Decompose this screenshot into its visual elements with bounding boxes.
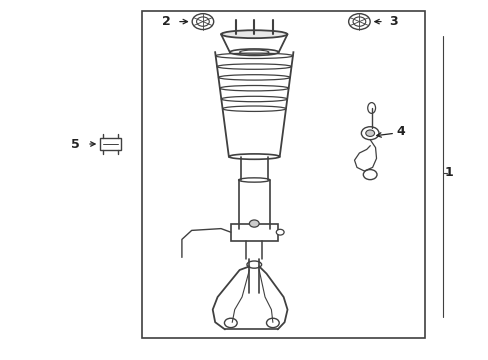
Circle shape — [196, 17, 209, 26]
Circle shape — [266, 318, 279, 328]
Text: 5: 5 — [71, 138, 80, 150]
Circle shape — [363, 170, 376, 180]
Ellipse shape — [238, 178, 269, 182]
Ellipse shape — [229, 49, 278, 55]
Text: 2: 2 — [162, 15, 170, 28]
Circle shape — [249, 220, 259, 227]
Text: 1: 1 — [444, 166, 453, 179]
Ellipse shape — [228, 154, 279, 159]
Text: 3: 3 — [388, 15, 397, 28]
Ellipse shape — [221, 30, 287, 38]
Circle shape — [224, 318, 237, 328]
Circle shape — [192, 14, 213, 30]
Bar — [142, 11, 425, 338]
Text: 4: 4 — [396, 125, 405, 138]
Ellipse shape — [239, 50, 268, 54]
Circle shape — [352, 17, 365, 26]
Circle shape — [365, 130, 374, 136]
Circle shape — [348, 14, 369, 30]
Circle shape — [276, 229, 284, 235]
Ellipse shape — [238, 226, 269, 231]
Ellipse shape — [367, 103, 375, 113]
Circle shape — [361, 127, 378, 140]
Bar — [230, 224, 277, 241]
Bar — [100, 138, 121, 150]
Ellipse shape — [246, 261, 261, 268]
